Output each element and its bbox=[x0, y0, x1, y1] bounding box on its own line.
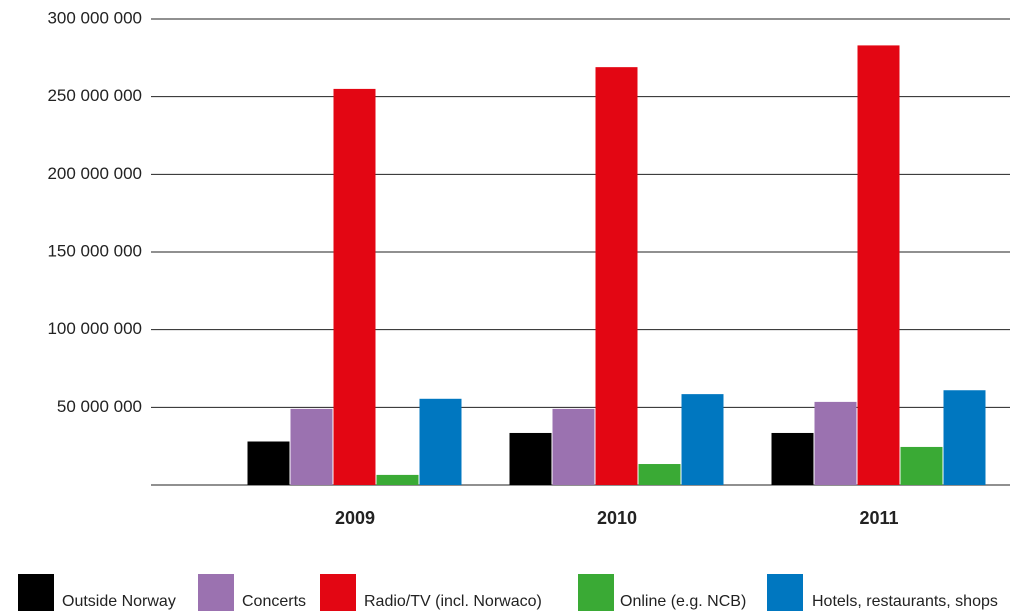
legend-swatch bbox=[578, 574, 614, 611]
y-tick-label: 50 000 000 bbox=[57, 397, 142, 416]
legend-label: Outside Norway bbox=[62, 593, 176, 610]
bar bbox=[943, 390, 986, 485]
legend-swatch bbox=[18, 574, 54, 611]
legend-label: Concerts bbox=[242, 593, 306, 610]
legend-swatch bbox=[198, 574, 234, 611]
y-tick-label: 150 000 000 bbox=[47, 241, 142, 260]
bar bbox=[247, 441, 290, 485]
legend-swatch bbox=[320, 574, 356, 611]
bar bbox=[552, 408, 595, 485]
x-tick-label: 2011 bbox=[859, 508, 898, 528]
x-tick-label: 2010 bbox=[597, 508, 637, 528]
bar bbox=[376, 474, 419, 485]
y-tick-label: 250 000 000 bbox=[47, 86, 142, 105]
legend-label: Radio/TV (incl. Norwaco) bbox=[364, 593, 542, 610]
legend-swatch bbox=[767, 574, 803, 611]
bar bbox=[814, 401, 857, 485]
bar bbox=[638, 464, 681, 485]
bar bbox=[290, 408, 333, 485]
bar bbox=[900, 446, 943, 485]
bar bbox=[681, 394, 724, 485]
legend-label: Hotels, restaurants, shops bbox=[812, 593, 998, 610]
y-tick-label: 100 000 000 bbox=[47, 319, 142, 338]
bar bbox=[419, 398, 462, 485]
bar bbox=[595, 67, 638, 486]
x-tick-label: 2009 bbox=[335, 508, 375, 528]
y-tick-label: 200 000 000 bbox=[47, 164, 142, 183]
bar bbox=[771, 432, 814, 485]
y-tick-label: 300 000 000 bbox=[47, 8, 142, 27]
bar bbox=[857, 45, 900, 485]
bar bbox=[509, 432, 552, 485]
bar bbox=[333, 88, 376, 486]
legend-label: Online (e.g. NCB) bbox=[620, 593, 746, 610]
